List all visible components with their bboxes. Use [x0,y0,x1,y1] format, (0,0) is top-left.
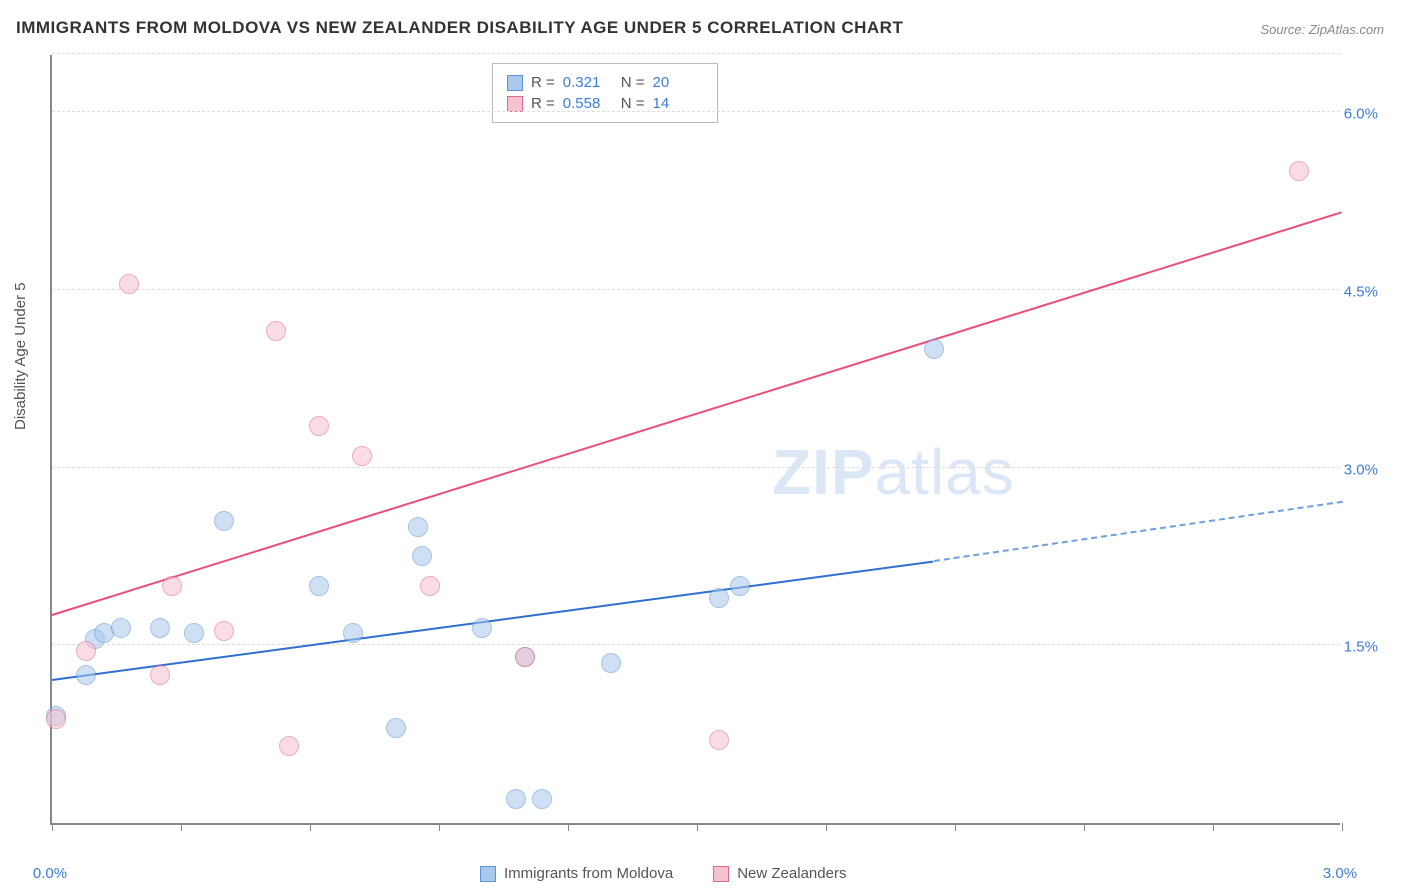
x-tick [181,823,182,831]
r-value-2: 0.558 [563,95,613,112]
n-label-2: N = [621,95,645,112]
legend-swatch-1 [480,866,496,882]
legend-item-2: New Zealanders [713,865,846,882]
data-point [709,730,729,750]
legend-label-1: Immigrants from Moldova [504,865,673,882]
data-point [408,517,428,537]
watermark-light: atlas [875,436,1015,508]
data-point [506,789,526,809]
gridline [52,467,1340,468]
bottom-legend: Immigrants from Moldova New Zealanders [480,865,846,882]
data-point [266,321,286,341]
data-point [46,709,66,729]
data-point [532,789,552,809]
n-value-2: 14 [653,95,703,112]
legend-label-2: New Zealanders [737,865,846,882]
data-point [1289,161,1309,181]
data-point [214,621,234,641]
y-tick-label: 3.0% [1344,461,1378,478]
legend-swatch-2 [713,866,729,882]
data-point [352,446,372,466]
swatch-series1 [507,75,523,91]
n-label: N = [621,74,645,91]
data-point [150,665,170,685]
data-point [119,274,139,294]
chart-title: IMMIGRANTS FROM MOLDOVA VS NEW ZEALANDER… [16,18,903,38]
n-value-1: 20 [653,74,703,91]
r-value-1: 0.321 [563,74,613,91]
x-tick [1342,823,1343,831]
data-point [184,623,204,643]
source-label: Source: ZipAtlas.com [1260,22,1384,37]
data-point [472,618,492,638]
stats-row-2: R = 0.558 N = 14 [507,95,703,112]
x-tick [1213,823,1214,831]
data-point [924,339,944,359]
x-tick [310,823,311,831]
y-tick-label: 6.0% [1344,106,1378,123]
watermark-bold: ZIP [772,436,875,508]
data-point [279,736,299,756]
gridline [52,289,1340,290]
gridline [52,111,1340,112]
data-point [309,576,329,596]
trend-line [933,501,1342,562]
data-point [343,623,363,643]
data-point [515,647,535,667]
gridline [52,644,1340,645]
x-tick [568,823,569,831]
stats-legend-box: R = 0.321 N = 20 R = 0.558 N = 14 [492,63,718,123]
data-point [412,546,432,566]
data-point [309,416,329,436]
x-tick-label: 3.0% [1323,865,1357,882]
data-point [420,576,440,596]
r-label-2: R = [531,95,555,112]
x-tick [52,823,53,831]
data-point [730,576,750,596]
data-point [111,618,131,638]
data-point [601,653,621,673]
plot-area: ZIPatlas R = 0.321 N = 20 R = 0.558 N = … [50,55,1340,825]
legend-item-1: Immigrants from Moldova [480,865,673,882]
x-tick [955,823,956,831]
trend-line [52,560,934,680]
x-tick [697,823,698,831]
r-label: R = [531,74,555,91]
data-point [386,718,406,738]
data-point [150,618,170,638]
x-tick [439,823,440,831]
x-tick [1084,823,1085,831]
trend-line [52,211,1343,616]
data-point [162,576,182,596]
data-point [214,511,234,531]
y-axis-label: Disability Age Under 5 [12,282,29,430]
y-tick-label: 4.5% [1344,283,1378,300]
watermark: ZIPatlas [772,435,1015,509]
data-point [76,665,96,685]
gridline [52,53,1340,54]
y-tick-label: 1.5% [1344,639,1378,656]
x-tick [826,823,827,831]
data-point [76,641,96,661]
stats-row-1: R = 0.321 N = 20 [507,74,703,91]
swatch-series2 [507,96,523,112]
data-point [709,588,729,608]
x-tick-label: 0.0% [33,865,67,882]
